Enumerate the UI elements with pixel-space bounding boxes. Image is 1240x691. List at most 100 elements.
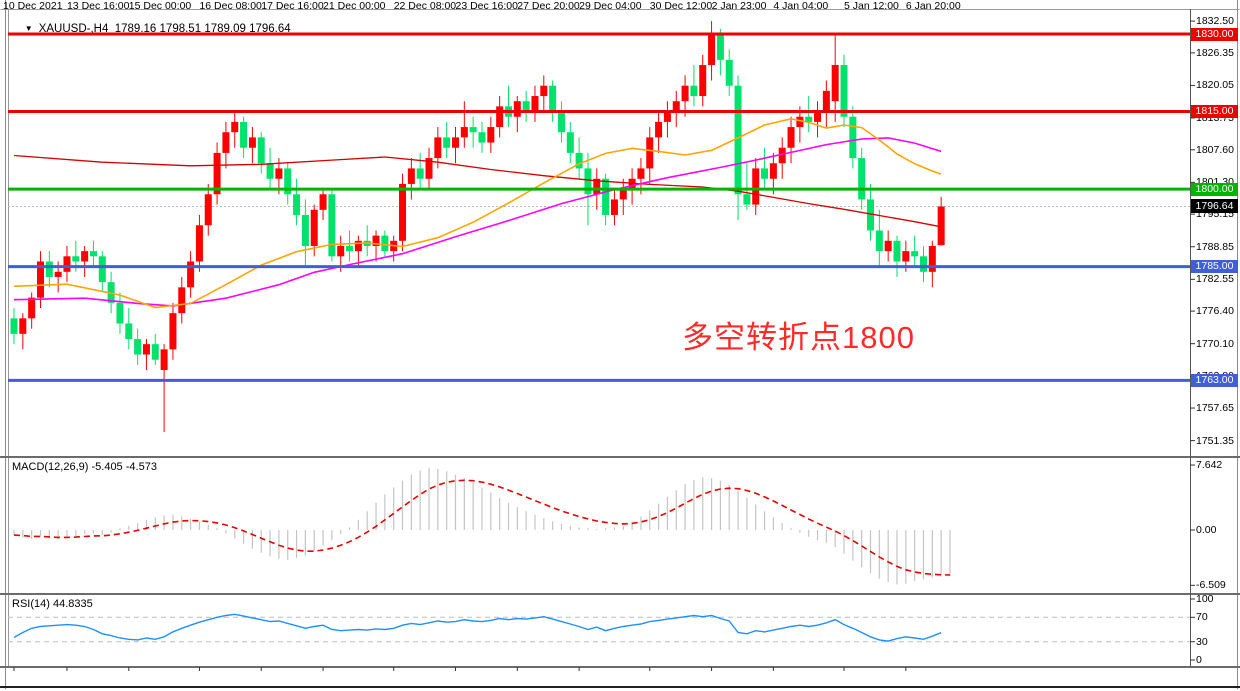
candle-body: [814, 111, 822, 122]
candle-body: [540, 85, 548, 97]
candle-body: [655, 121, 663, 138]
expand-panel-icon[interactable]: ▼: [24, 24, 33, 33]
candle-body: [716, 34, 724, 60]
candle-body: [213, 152, 221, 195]
rsi-axis-label: 100: [1196, 593, 1214, 605]
candle-body: [36, 261, 44, 298]
candle-body: [19, 318, 27, 334]
x-axis-label: 6 Jan 20:00: [905, 0, 961, 12]
x-axis-label: 16 Dec 08:00: [199, 0, 262, 12]
candle-body: [513, 101, 521, 117]
candle-body: [893, 240, 901, 262]
price-axis-label: 1832.50: [1196, 15, 1234, 28]
candle-body: [796, 116, 804, 128]
candle-body: [407, 168, 415, 184]
candle-body: [646, 137, 654, 169]
rsi-axis-label: 30: [1196, 635, 1208, 648]
candle-body: [752, 168, 760, 205]
candle-body: [867, 199, 875, 231]
price-level-badge-1830.00: 1830.00: [1191, 27, 1238, 41]
rsi-value: 44.8335: [52, 598, 93, 610]
x-axis-label: 10 Dec 2021: [3, 0, 63, 12]
candle-body: [637, 168, 645, 179]
ohlc-close: 1796.64: [249, 23, 291, 35]
rsi-panel-label: RSI(14) 44.8335: [12, 598, 93, 610]
candle-body: [928, 245, 936, 272]
candle-body: [566, 132, 574, 153]
candle-body: [399, 183, 407, 241]
candle-body: [134, 339, 142, 355]
price-axis-label: 1770.10: [1196, 337, 1234, 350]
candle-body: [769, 163, 777, 179]
candle-body: [708, 34, 716, 66]
ma-fast-orange: [13, 117, 942, 309]
candle-body: [875, 230, 883, 252]
candle-body: [761, 168, 769, 179]
candle-body: [45, 261, 53, 277]
candle-body: [487, 127, 495, 143]
candle-body: [151, 344, 159, 360]
candle-body: [160, 349, 168, 371]
candle-body: [372, 235, 380, 246]
candle-body: [328, 194, 336, 257]
candle-body: [778, 147, 786, 164]
x-axis-label: 27 Dec 20:00: [517, 0, 580, 12]
candle-body: [63, 256, 71, 272]
x-axis-label: 4 Jan 04:00: [773, 0, 829, 12]
price-level-badge-1815.00: 1815.00: [1191, 105, 1238, 119]
candle-body: [734, 85, 742, 195]
candle-body: [346, 245, 354, 252]
candle-body: [425, 158, 433, 179]
candle-body: [478, 132, 486, 143]
candle-body: [902, 251, 910, 262]
candle-body: [831, 65, 839, 102]
main-macd-separator[interactable]: [0, 456, 1240, 458]
candle-body: [10, 318, 18, 334]
candle-body: [222, 132, 230, 153]
candle-body: [142, 344, 150, 355]
candle-body: [81, 251, 89, 262]
candle-body: [337, 245, 345, 257]
candle-body: [125, 323, 133, 340]
rsi-axis-label: 70: [1196, 611, 1208, 624]
candle-body: [787, 127, 795, 148]
x-axis-label: 30 Dec 12:00: [649, 0, 713, 12]
price-axis-label: 1826.35: [1196, 46, 1234, 59]
candle-body: [919, 256, 927, 272]
price-level-badge-1800.00: 1800.00: [1191, 182, 1238, 196]
candle-body: [257, 137, 265, 164]
candle-body: [681, 85, 689, 102]
candle-body: [663, 111, 671, 122]
ohlc-low: 1789.09: [204, 23, 246, 35]
candle-body: [584, 168, 592, 195]
candle-body: [240, 121, 248, 148]
chart-title: ▼ XAUUSD-,H4 1789.16 1798.51 1789.09 1796…: [12, 11, 291, 47]
candle-body: [672, 101, 680, 112]
price-axis-label: 1782.55: [1196, 273, 1234, 286]
candle-body: [293, 194, 301, 215]
price-level-badge-1785.00: 1785.00: [1191, 260, 1238, 274]
candle-body: [937, 206, 945, 246]
macd-rsi-separator[interactable]: [0, 593, 1240, 595]
price-axis-label: 1751.35: [1196, 434, 1234, 447]
macd-axis-label: 7.642: [1196, 459, 1223, 472]
candle-body: [28, 297, 36, 319]
candle-body: [690, 85, 698, 97]
candle-body: [549, 85, 557, 112]
candle-body: [187, 261, 195, 288]
x-axis-label: 29 Dec 04:00: [579, 0, 642, 12]
rsi-axis-label: 0: [1196, 654, 1202, 666]
candle-body: [416, 168, 424, 179]
window-bottom-border: [0, 686, 1240, 688]
candle-body: [54, 271, 62, 277]
ma-slow-red: [13, 154, 942, 228]
symbol-period: XAUUSD-,H4: [38, 23, 109, 35]
macd-panel-label: MACD(12,26,9) -5.405 -4.573: [12, 461, 157, 473]
candle-body: [849, 116, 857, 159]
candle-body: [231, 121, 239, 133]
candle-body: [195, 225, 203, 262]
macd-signal-line: [13, 479, 951, 576]
x-axis-label: 5 Jan 12:00: [844, 0, 899, 12]
